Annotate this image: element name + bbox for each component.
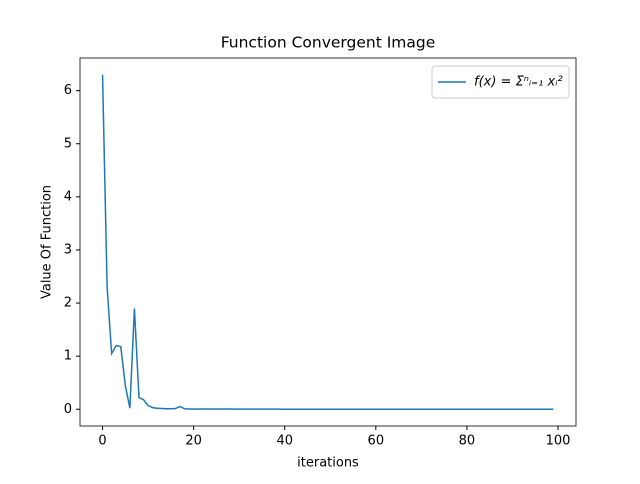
x-tick-label: 100 xyxy=(546,434,571,449)
y-tick-label: 0 xyxy=(64,402,72,417)
plot-frame xyxy=(79,57,577,427)
legend-box xyxy=(431,65,570,99)
y-axis-label: Value Of Function xyxy=(40,185,55,299)
x-axis-label: iterations xyxy=(297,456,359,471)
legend-label: f(x) = Σⁿᵢ₌₁ xᵢ² xyxy=(474,75,563,90)
series-line xyxy=(101,74,554,410)
y-tick-label: 5 xyxy=(64,136,72,151)
x-tick-label: 60 xyxy=(368,434,385,449)
x-tick-label: 20 xyxy=(185,434,202,449)
y-tick-label: 2 xyxy=(64,296,72,311)
x-tick-label: 80 xyxy=(459,434,476,449)
y-tick-label: 6 xyxy=(64,83,72,98)
y-tick-label: 1 xyxy=(64,349,72,364)
y-tick-label: 3 xyxy=(64,242,72,257)
x-tick-label: 0 xyxy=(98,434,106,449)
x-tick-label: 40 xyxy=(276,434,293,449)
chart-title: Function Convergent Image xyxy=(221,34,436,52)
y-tick-label: 4 xyxy=(64,189,72,204)
